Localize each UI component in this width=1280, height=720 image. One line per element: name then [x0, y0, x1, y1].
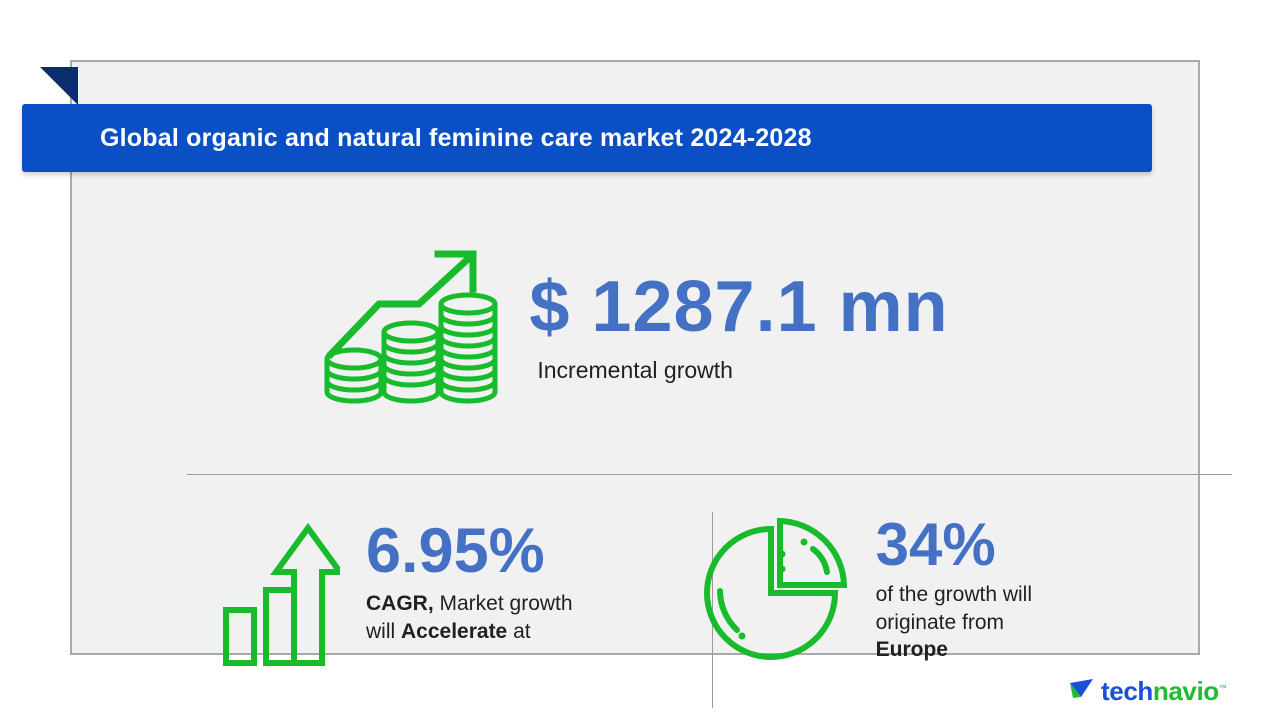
bottom-stats-row: 6.95% CAGR, Market growth will Accelerat… — [72, 502, 1198, 717]
cagr-caption-text-1: Market growth — [433, 591, 573, 615]
region-caption-line-2: originate from — [875, 610, 1004, 634]
cagr-text: 6.95% CAGR, Market growth will Accelerat… — [366, 516, 573, 645]
title-banner: Global organic and natural feminine care… — [22, 104, 1152, 172]
cagr-caption-text-3: at — [507, 619, 531, 643]
technavio-logo[interactable]: technavio™ — [1069, 676, 1227, 707]
cagr-caption: CAGR, Market growth will Accelerate at — [366, 590, 573, 645]
region-panel: 34% of the growth will originate from Eu… — [642, 502, 1198, 717]
logo-text-tech: tech — [1101, 676, 1153, 706]
incremental-growth-text: $ 1287.1 mn Incremental growth — [529, 271, 948, 384]
page-title: Global organic and natural feminine care… — [100, 123, 812, 152]
vertical-divider — [712, 512, 713, 708]
cagr-caption-text-2: will — [366, 619, 401, 643]
cagr-caption-bold-1: CAGR, — [366, 591, 434, 615]
incremental-growth-label: Incremental growth — [537, 356, 733, 383]
cagr-caption-bold-2: Accelerate — [401, 619, 508, 643]
pie-chart-icon — [700, 516, 850, 676]
incremental-growth-value: $ 1287.1 mn — [529, 266, 949, 347]
region-caption-line-1: of the growth will — [875, 583, 1033, 606]
region-caption: of the growth will originate from Europe — [876, 581, 1032, 664]
region-name: Europe — [875, 638, 948, 662]
incremental-growth-section: $ 1287.1 mn Incremental growth — [72, 212, 1198, 442]
region-share-value: 34% — [875, 511, 996, 578]
banner-fold-corner — [40, 67, 78, 105]
cagr-value: 6.95% — [366, 516, 545, 586]
horizontal-divider — [187, 474, 1232, 475]
coin-stack-growth-icon — [321, 242, 501, 412]
logo-wordmark: technavio™ — [1101, 676, 1227, 707]
paper-plane-icon — [1069, 677, 1096, 706]
cagr-panel: 6.95% CAGR, Market growth will Accelerat… — [72, 502, 642, 717]
logo-text-navio: navio — [1152, 676, 1219, 706]
region-text: 34% of the growth will originate from Eu… — [875, 511, 1032, 664]
logo-trademark: ™ — [1218, 683, 1227, 693]
bar-chart-arrow-up-icon — [222, 522, 346, 672]
